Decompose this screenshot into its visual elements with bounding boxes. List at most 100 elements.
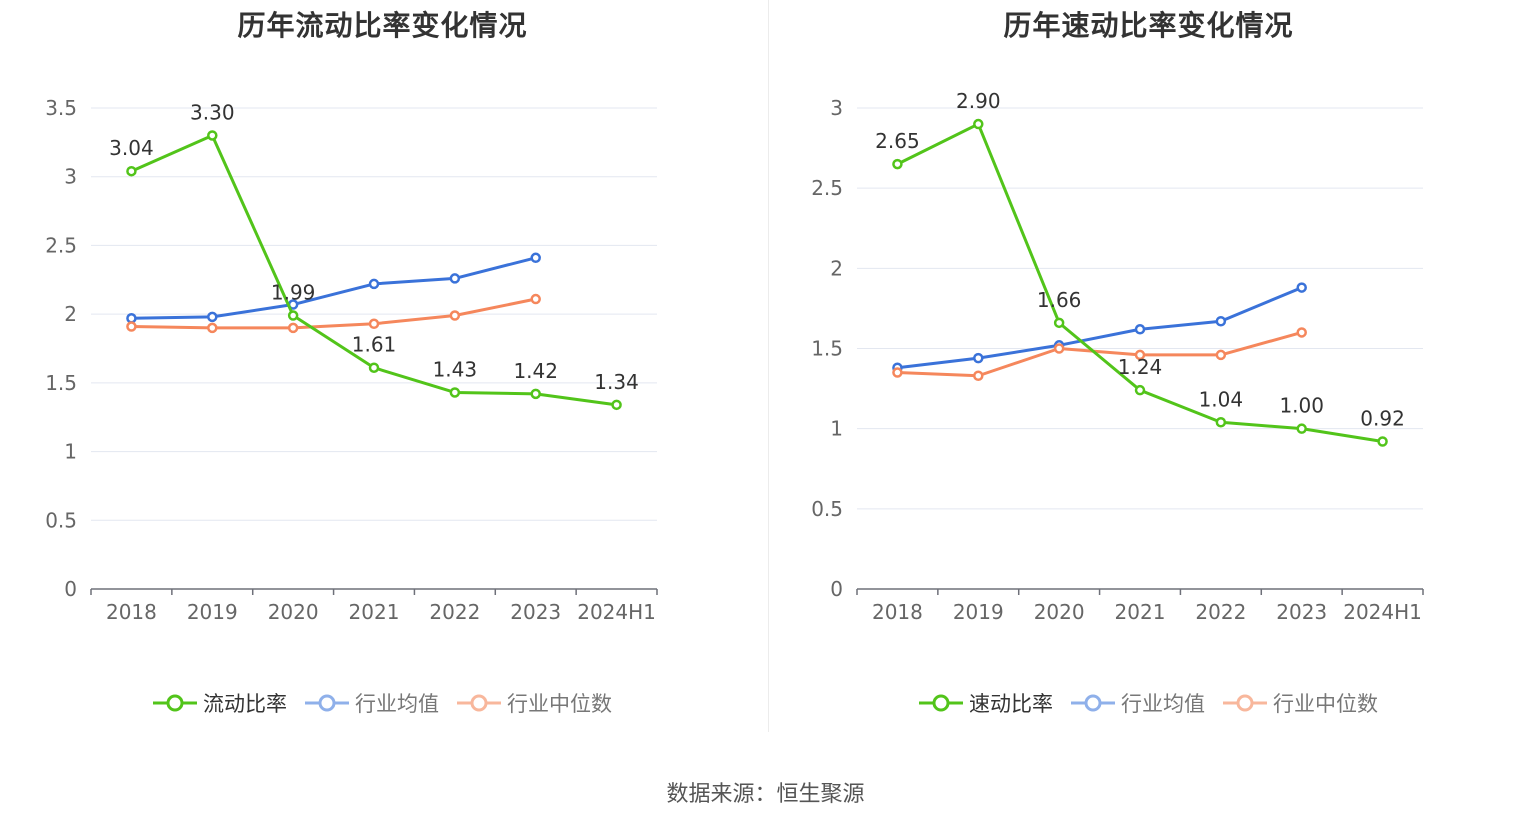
y-tick-label: 3 (64, 165, 77, 189)
data-point (1134, 384, 1146, 396)
legend-label: 行业均值 (1121, 692, 1205, 716)
x-tick-label: 2019 (187, 600, 238, 624)
legend-line-green-icon (153, 694, 197, 712)
legend-item-quick-ratio[interactable]: 速动比率 (919, 688, 1053, 718)
data-point (449, 310, 461, 321)
legend-line-green-icon (919, 694, 963, 712)
data-point (973, 118, 984, 130)
legend-item-industry-mean[interactable]: 行业均值 (1071, 688, 1205, 718)
x-tick-label: 2022 (429, 600, 480, 624)
legend-item-current-ratio[interactable]: 流动比率 (153, 688, 287, 718)
data-point (207, 322, 218, 334)
data-point (368, 362, 380, 373)
series-line (897, 331, 1303, 378)
data-point (530, 293, 541, 305)
data-point (1215, 417, 1227, 428)
data-label: 1.42 (513, 359, 558, 383)
series-line (131, 256, 537, 320)
data-label: 3.30 (190, 100, 235, 124)
data-point (368, 318, 380, 330)
data-label: 2.90 (956, 89, 1001, 113)
current-ratio-chart: 0 0.5 1 1.5 2 2.5 3 3.5 2018 2019 2020 2021 2022 2023… (45, 96, 658, 624)
legend-item-industry-median[interactable]: 行业中位数 (457, 688, 612, 718)
y-tick-label: 1 (64, 440, 77, 464)
data-point (973, 370, 984, 382)
data-point (1134, 324, 1146, 335)
legend-item-industry-median[interactable]: 行业中位数 (1223, 688, 1378, 718)
legend: 速动比率 行业均值 行业中位数 (766, 688, 1531, 718)
legend-line-orange-icon (1223, 694, 1267, 712)
data-point (287, 322, 299, 334)
data-point (530, 252, 541, 264)
y-tick-label: 1.5 (45, 371, 77, 395)
x-tick-label: 2024H1 (577, 600, 656, 624)
current-ratio-panel: 历年流动比率变化情况 0 0.5 1 1.5 2 2.5 3 3.5 2018 2019 2020 2… (0, 0, 765, 740)
data-point (1296, 282, 1307, 293)
legend-label: 速动比率 (969, 692, 1053, 716)
series-line (897, 286, 1303, 370)
data-point (892, 367, 903, 378)
data-point (126, 313, 137, 324)
data-point (126, 321, 137, 332)
data-label: 1.43 (433, 357, 478, 381)
data-point (1296, 423, 1307, 434)
x-tick-label: 2018 (106, 600, 157, 624)
data-point (973, 352, 984, 364)
panel-divider (768, 0, 769, 732)
x-tick-label: 2023 (510, 600, 561, 624)
data-label: 1.24 (1118, 355, 1163, 379)
y-tick-label: 0.5 (45, 508, 77, 532)
data-label: 1.99 (271, 281, 316, 305)
data-point (1053, 317, 1065, 329)
x-tick-label: 2021 (1115, 600, 1166, 624)
data-point (1053, 343, 1065, 354)
legend-line-orange-icon (457, 694, 501, 712)
legend-label: 行业中位数 (1273, 692, 1378, 716)
y-tick-label: 3 (830, 96, 843, 120)
data-point (1215, 315, 1227, 327)
legend-label: 行业均值 (355, 692, 439, 716)
data-point (126, 165, 137, 177)
y-tick-label: 0 (64, 577, 77, 601)
data-point (530, 388, 541, 400)
x-tick-label: 2019 (953, 600, 1004, 624)
legend-item-industry-mean[interactable]: 行业均值 (305, 688, 439, 718)
x-tick-label: 2018 (872, 600, 923, 624)
data-point (1134, 349, 1146, 361)
data-point (449, 387, 461, 398)
data-label: 0.92 (1360, 406, 1405, 430)
data-point (207, 311, 218, 323)
x-tick-label: 2022 (1195, 600, 1246, 624)
data-point (1215, 349, 1227, 361)
data-point (368, 278, 380, 290)
chart-title: 历年流动比率变化情况 (237, 9, 528, 42)
x-tick-label: 2023 (1276, 600, 1327, 624)
data-label: 1.04 (1199, 387, 1244, 411)
y-tick-label: 0.5 (811, 497, 843, 521)
legend: 流动比率 行业均值 行业中位数 (0, 688, 765, 718)
y-tick-label: 1.5 (811, 337, 843, 361)
x-tick-label: 2020 (268, 600, 319, 624)
quick-ratio-panel: 历年速动比率变化情况 0 0.5 1 1.5 2 2.5 3 2018 2019 2020 2021… (766, 0, 1531, 740)
legend-label: 行业中位数 (507, 692, 612, 716)
x-tick-label: 2024H1 (1343, 600, 1422, 624)
data-point (207, 130, 218, 141)
y-tick-label: 2 (830, 256, 843, 280)
y-tick-label: 3.5 (45, 96, 77, 120)
data-label: 3.04 (109, 136, 154, 160)
y-tick-label: 2.5 (45, 233, 77, 257)
data-point (1296, 327, 1307, 338)
x-tick-label: 2021 (349, 600, 400, 624)
data-point (1377, 436, 1388, 447)
legend-line-blue-icon (305, 694, 349, 712)
y-tick-label: 2.5 (811, 176, 843, 200)
data-label: 1.34 (594, 370, 639, 394)
data-source-note: 数据来源：恒生聚源 (666, 782, 865, 807)
legend-line-blue-icon (1071, 694, 1115, 712)
quick-ratio-chart: 0 0.5 1 1.5 2 2.5 3 2018 2019 2020 2021 2022 2023 202… (811, 89, 1424, 624)
data-point (449, 273, 461, 284)
y-tick-label: 1 (830, 417, 843, 441)
data-label: 1.61 (352, 333, 397, 357)
x-tick-label: 2020 (1034, 600, 1085, 624)
data-point (611, 399, 622, 411)
